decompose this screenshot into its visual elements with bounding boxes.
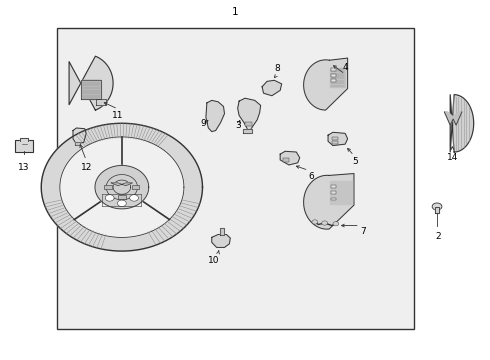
Text: 13: 13 [19, 163, 30, 172]
Bar [57, 28, 414, 329]
Polygon shape [444, 112, 462, 125]
Bar [104, 185, 112, 189]
Circle shape [322, 221, 328, 225]
Polygon shape [328, 132, 347, 145]
Circle shape [312, 220, 318, 224]
Polygon shape [220, 228, 224, 234]
Bar [118, 195, 126, 199]
Bar [245, 122, 252, 126]
Bar [283, 158, 289, 162]
Polygon shape [435, 207, 440, 213]
Text: 7: 7 [360, 227, 366, 236]
Polygon shape [304, 174, 354, 229]
Polygon shape [75, 142, 80, 145]
Polygon shape [206, 100, 224, 132]
Bar [331, 68, 336, 71]
Bar [132, 185, 140, 189]
Polygon shape [81, 80, 101, 99]
Polygon shape [238, 98, 261, 131]
Polygon shape [330, 181, 351, 204]
Polygon shape [96, 99, 106, 105]
Bar [331, 74, 336, 77]
Bar [331, 79, 336, 82]
Circle shape [118, 200, 126, 207]
FancyBboxPatch shape [15, 140, 33, 152]
Bar [331, 198, 336, 201]
Polygon shape [111, 183, 133, 186]
Polygon shape [450, 95, 474, 152]
Text: 12: 12 [80, 163, 92, 172]
Bar [332, 137, 338, 140]
Text: 11: 11 [112, 111, 123, 120]
Text: 9: 9 [200, 119, 206, 128]
Bar [332, 141, 338, 144]
Circle shape [432, 203, 442, 210]
Polygon shape [73, 128, 86, 144]
Bar [331, 185, 336, 188]
Polygon shape [280, 151, 300, 165]
Polygon shape [243, 129, 252, 133]
Polygon shape [60, 137, 184, 238]
Text: 8: 8 [274, 64, 280, 73]
Polygon shape [304, 58, 347, 110]
Polygon shape [95, 166, 149, 209]
Circle shape [130, 195, 139, 201]
Text: 4: 4 [343, 63, 348, 72]
Text: 3: 3 [236, 121, 242, 130]
Circle shape [333, 222, 339, 226]
Text: 5: 5 [352, 157, 358, 166]
Text: 2: 2 [435, 232, 441, 241]
Text: 6: 6 [308, 172, 314, 181]
Text: 1: 1 [232, 7, 239, 17]
Polygon shape [212, 234, 230, 247]
Polygon shape [262, 80, 282, 96]
Polygon shape [20, 138, 28, 140]
Bar [331, 192, 336, 194]
Text: 10: 10 [207, 256, 219, 265]
Circle shape [105, 195, 114, 201]
Polygon shape [41, 123, 202, 251]
Text: 14: 14 [447, 153, 458, 162]
Polygon shape [69, 56, 113, 110]
Polygon shape [330, 68, 345, 87]
